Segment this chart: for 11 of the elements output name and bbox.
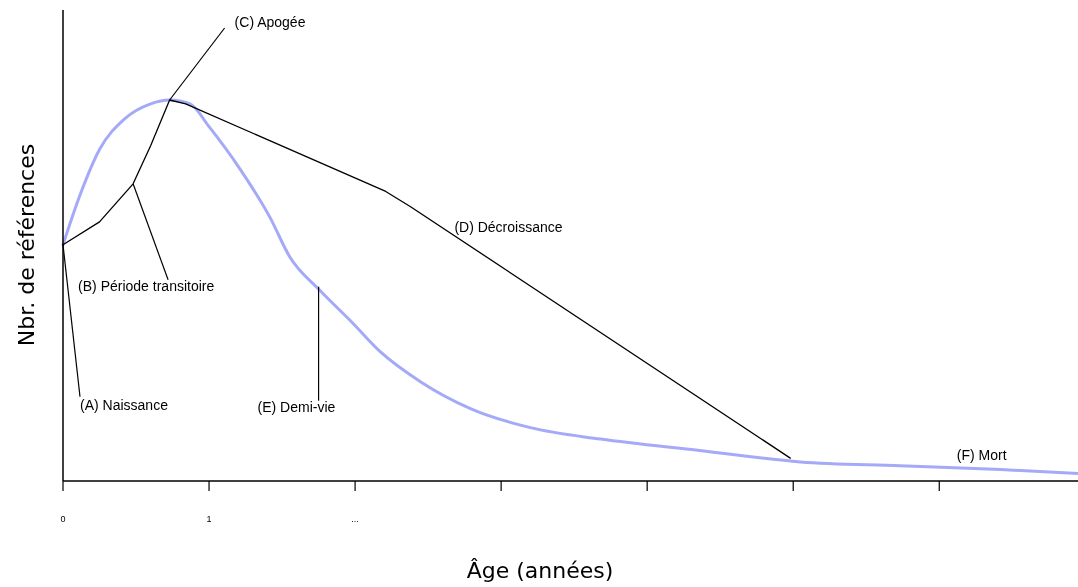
x-tick-label: ... [351, 514, 359, 524]
annotation: (B) Période transitoire [78, 277, 215, 294]
x-axis-title: Âge (années) [466, 558, 614, 583]
x-tick-label: 0 [60, 514, 66, 524]
annotation: (E) Demi-vie [257, 398, 336, 415]
x-tick-label: 1 [206, 514, 212, 524]
annotation: (C) Apogée [234, 14, 306, 30]
annotation: (D) Décroissance [454, 219, 563, 236]
annotation: (F) Mort [956, 446, 1007, 463]
y-axis-title: Nbr. de références [14, 143, 39, 347]
annotation: (A) Naissance [80, 396, 169, 413]
